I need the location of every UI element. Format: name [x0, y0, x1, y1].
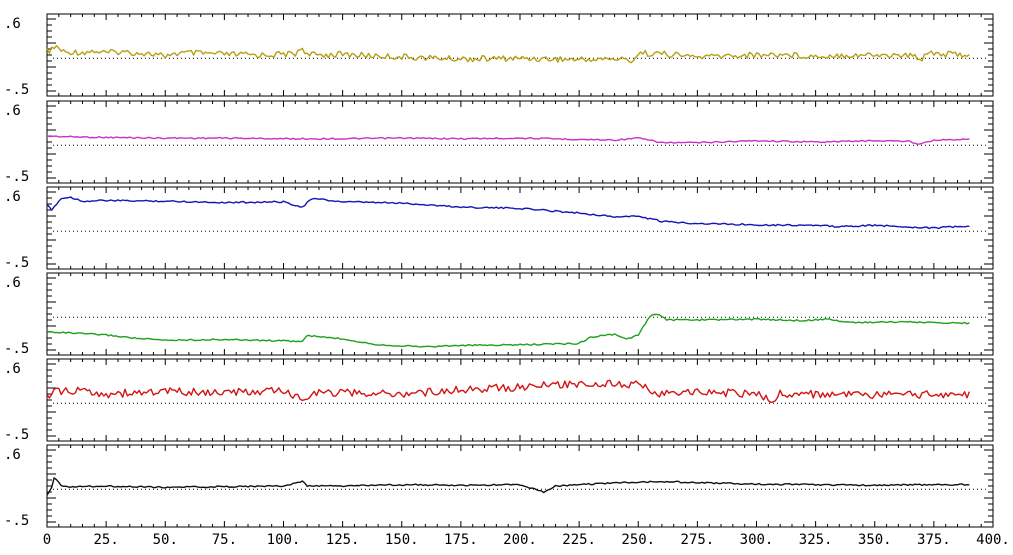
y-tick-label: .6: [4, 103, 21, 119]
x-tick-label: 175.: [444, 532, 478, 548]
y-tick-label: -.5: [4, 82, 29, 98]
x-tick-label: 300.: [740, 532, 774, 548]
series-line: [46, 135, 970, 145]
x-tick-label: 200.: [503, 532, 537, 548]
panel-frame: [46, 186, 994, 270]
panel-frame: [46, 272, 994, 356]
series-line: [46, 477, 970, 496]
x-tick-label: 75.: [212, 532, 237, 548]
y-tick-label: .6: [4, 361, 21, 377]
x-tick-label: 350.: [858, 532, 892, 548]
x-tick-label: 325.: [799, 532, 833, 548]
y-tick-label: .6: [4, 16, 21, 32]
panel-frame: [46, 358, 994, 442]
y-tick-label: -.5: [4, 427, 29, 443]
x-tick-label: 100.: [267, 532, 301, 548]
series-line: [46, 379, 971, 403]
x-tick-label: 250.: [621, 532, 655, 548]
x-tick-label: 225.: [562, 532, 596, 548]
y-tick-label: -.5: [4, 255, 29, 271]
x-tick-label: 375.: [917, 532, 951, 548]
x-tick-label: 125.: [326, 532, 360, 548]
y-tick-label: -.5: [4, 513, 29, 529]
x-tick-label: 275.: [681, 532, 715, 548]
series-line: [46, 313, 970, 348]
x-tick-label: 0: [43, 532, 51, 548]
series-line: [46, 45, 970, 64]
y-tick-label: .6: [4, 189, 21, 205]
x-tick-label: 25.: [93, 532, 118, 548]
y-tick-label: .6: [4, 275, 21, 291]
y-tick-label: -.5: [4, 341, 29, 357]
x-tick-label: 150.: [385, 532, 419, 548]
series-line: [46, 196, 970, 230]
y-tick-label: .6: [4, 447, 21, 463]
x-tick-label: 400.: [976, 532, 1010, 548]
panel-frame: [46, 13, 994, 97]
y-tick-label: -.5: [4, 169, 29, 185]
x-tick-label: 50.: [153, 532, 178, 548]
